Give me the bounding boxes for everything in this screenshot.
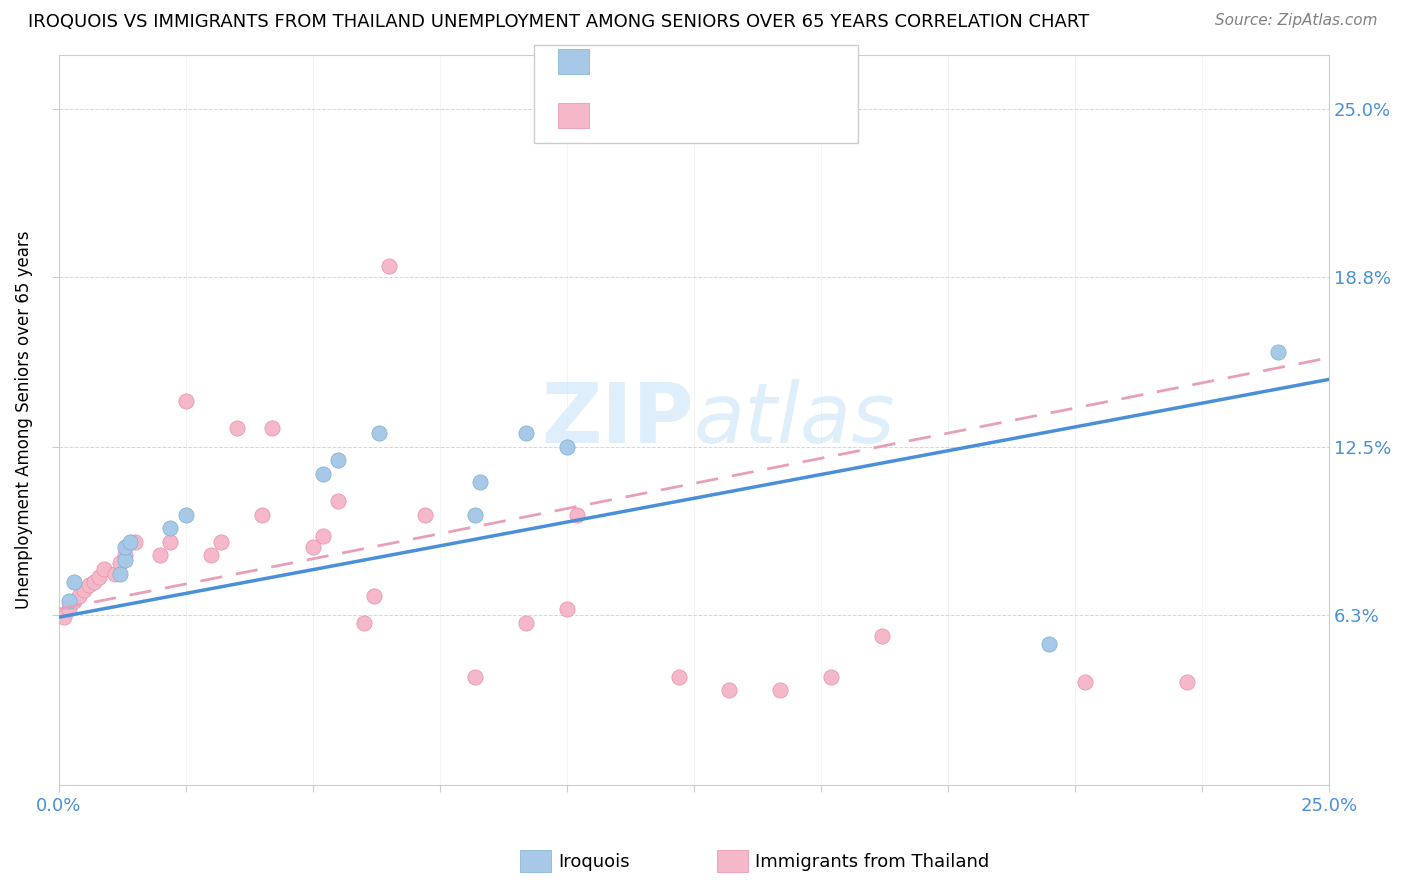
Point xyxy=(114,540,136,554)
Text: R =: R = xyxy=(596,53,636,70)
Text: Immigrants from Thailand: Immigrants from Thailand xyxy=(755,853,990,871)
Point xyxy=(108,566,131,581)
Point xyxy=(114,548,136,562)
Point xyxy=(464,508,486,522)
Point xyxy=(93,561,115,575)
Point xyxy=(1175,675,1198,690)
Point xyxy=(301,540,323,554)
Point xyxy=(515,426,537,441)
Point xyxy=(67,589,90,603)
Point xyxy=(1074,675,1097,690)
Point xyxy=(89,570,111,584)
Point xyxy=(52,610,75,624)
Text: 0.518: 0.518 xyxy=(638,53,696,70)
Point xyxy=(515,615,537,630)
Point xyxy=(159,521,181,535)
Point xyxy=(565,508,588,522)
Point xyxy=(225,421,247,435)
Text: N =: N = xyxy=(696,53,735,70)
Point xyxy=(326,494,349,508)
Point xyxy=(1267,345,1289,359)
Point xyxy=(718,683,741,698)
Text: Source: ZipAtlas.com: Source: ZipAtlas.com xyxy=(1215,13,1378,29)
Point xyxy=(668,670,690,684)
Point xyxy=(118,534,141,549)
Point xyxy=(367,426,389,441)
Point xyxy=(1038,637,1060,651)
Point xyxy=(200,548,222,562)
Point xyxy=(103,566,125,581)
Point xyxy=(870,629,893,643)
Text: R =: R = xyxy=(596,106,636,124)
Point xyxy=(149,548,172,562)
Point xyxy=(63,594,86,608)
Text: 39: 39 xyxy=(737,106,762,124)
Point xyxy=(413,508,436,522)
Text: IROQUOIS VS IMMIGRANTS FROM THAILAND UNEMPLOYMENT AMONG SENIORS OVER 65 YEARS CO: IROQUOIS VS IMMIGRANTS FROM THAILAND UNE… xyxy=(28,13,1090,31)
Text: ZIP: ZIP xyxy=(541,379,693,460)
Point xyxy=(470,475,492,489)
Point xyxy=(63,575,86,590)
Y-axis label: Unemployment Among Seniors over 65 years: Unemployment Among Seniors over 65 years xyxy=(15,231,32,609)
Point xyxy=(353,615,375,630)
Point xyxy=(73,583,96,598)
Point xyxy=(464,670,486,684)
Point xyxy=(159,534,181,549)
Point xyxy=(555,440,578,454)
Text: N =: N = xyxy=(696,106,735,124)
Point xyxy=(363,589,385,603)
Point xyxy=(820,670,842,684)
Text: Iroquois: Iroquois xyxy=(558,853,630,871)
Point xyxy=(555,602,578,616)
Text: 17: 17 xyxy=(737,53,762,70)
Point xyxy=(83,575,105,590)
Point xyxy=(326,453,349,467)
Point xyxy=(124,534,146,549)
Point xyxy=(209,534,232,549)
Point xyxy=(250,508,273,522)
Point xyxy=(58,594,80,608)
Point xyxy=(378,259,401,273)
Point xyxy=(108,556,131,570)
Text: atlas: atlas xyxy=(693,379,896,460)
Point xyxy=(77,578,100,592)
Point xyxy=(174,508,197,522)
Point xyxy=(769,683,792,698)
Text: 0.228: 0.228 xyxy=(638,106,696,124)
Point xyxy=(174,394,197,409)
Point xyxy=(114,553,136,567)
Point xyxy=(58,602,80,616)
Point xyxy=(262,421,284,435)
Point xyxy=(312,467,335,481)
Point xyxy=(312,529,335,543)
